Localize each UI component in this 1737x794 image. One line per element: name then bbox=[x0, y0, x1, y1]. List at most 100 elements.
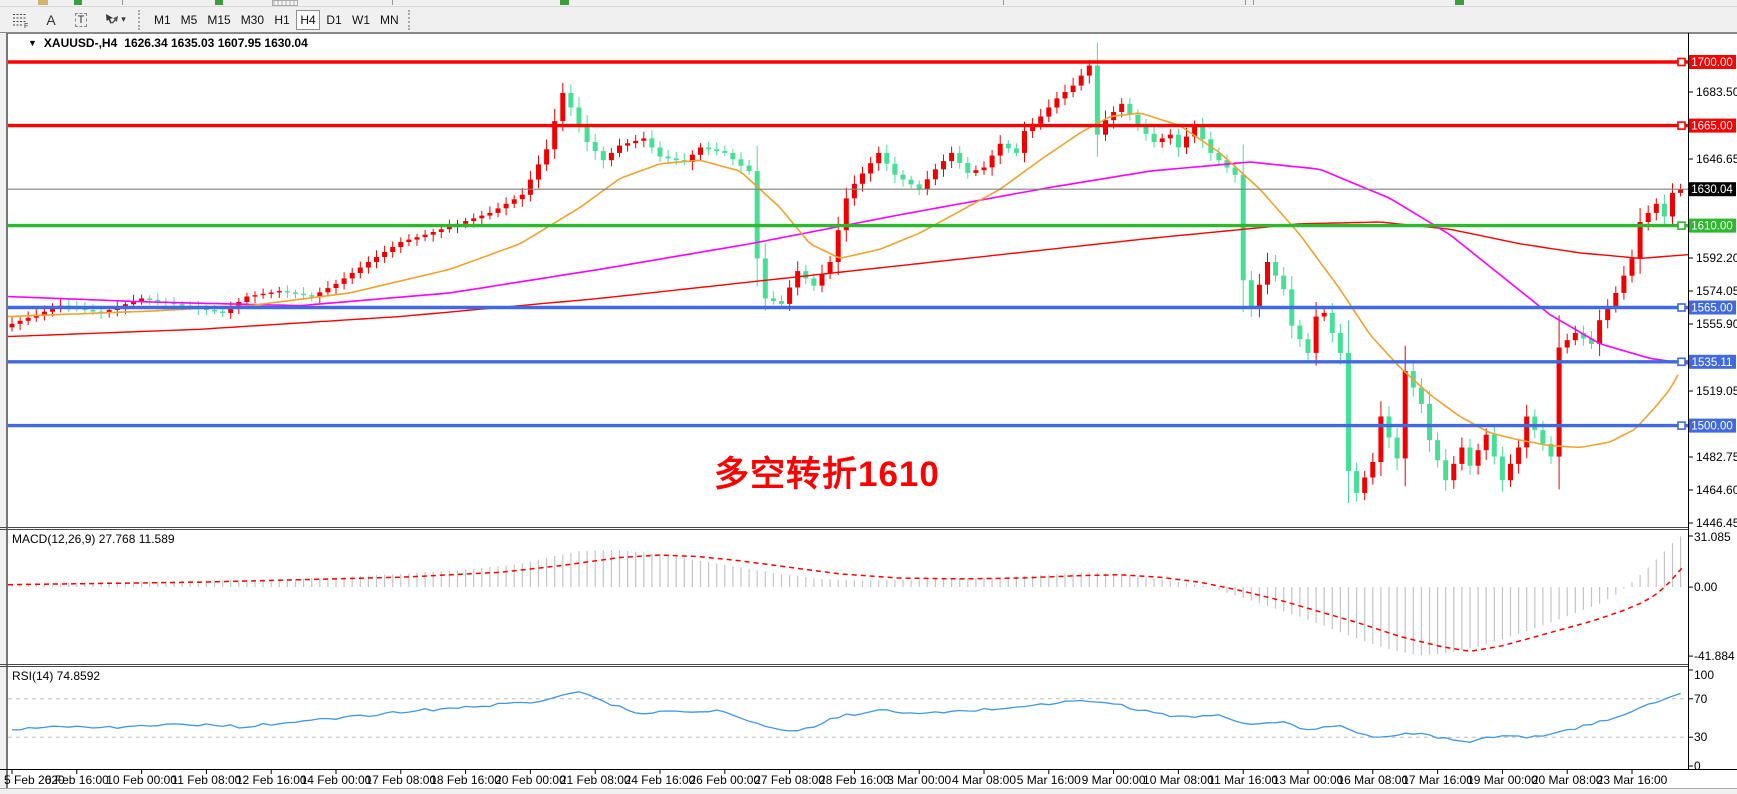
ma-fast-line bbox=[8, 112, 1679, 449]
macd-panel bbox=[8, 536, 1683, 656]
toolbar-separator bbox=[407, 9, 415, 30]
svg-text:1464.60: 1464.60 bbox=[1696, 483, 1737, 497]
svg-text:11 Feb 08:00: 11 Feb 08:00 bbox=[171, 773, 241, 787]
toolbar-fragment bbox=[1455, 0, 1464, 5]
svg-text:24 Feb 16:00: 24 Feb 16:00 bbox=[625, 773, 696, 787]
svg-text:1446.45: 1446.45 bbox=[1696, 516, 1737, 530]
svg-text:19 Mar 00:00: 19 Mar 00:00 bbox=[1467, 773, 1538, 787]
ohlc-values: 1626.34 1635.03 1607.95 1630.04 bbox=[124, 36, 308, 50]
toolbar-fragment bbox=[392, 0, 393, 5]
svg-text:3 Mar 00:00: 3 Mar 00:00 bbox=[887, 773, 951, 787]
svg-text:13 Mar 00:00: 13 Mar 00:00 bbox=[1273, 773, 1344, 787]
svg-text:F: F bbox=[24, 23, 28, 28]
svg-text:1592.20: 1592.20 bbox=[1696, 251, 1737, 265]
toolbar-fragment bbox=[1245, 0, 1246, 5]
symbol-period-label: XAUUSD-,H4 bbox=[43, 36, 118, 50]
timeframe-button-H1[interactable]: H1 bbox=[270, 10, 294, 30]
svg-text:5 Feb 2020: 5 Feb 2020 bbox=[4, 773, 65, 787]
svg-text:-41.884: -41.884 bbox=[1694, 649, 1735, 663]
svg-text:6 Feb 16:00: 6 Feb 16:00 bbox=[45, 773, 109, 787]
svg-text:26 Feb 00:00: 26 Feb 00:00 bbox=[689, 773, 760, 787]
svg-text:70: 70 bbox=[1694, 692, 1708, 706]
svg-text:1646.65: 1646.65 bbox=[1696, 152, 1737, 166]
toolbar-clipped-row bbox=[0, 0, 1737, 7]
svg-text:0: 0 bbox=[1694, 759, 1701, 773]
svg-text:1535.11: 1535.11 bbox=[1692, 357, 1733, 369]
indicator-axes: 31.085 0.00 -41.884 100 70 30 0 bbox=[1688, 530, 1735, 773]
timeframe-button-M30[interactable]: M30 bbox=[237, 10, 268, 30]
toolbar-separator bbox=[138, 9, 145, 30]
toolbar-fragment bbox=[38, 0, 48, 5]
svg-text:5 Mar 16:00: 5 Mar 16:00 bbox=[1017, 773, 1081, 787]
candles-group bbox=[9, 42, 1684, 504]
window-border-left bbox=[0, 33, 8, 788]
svg-text:10 Feb 00:00: 10 Feb 00:00 bbox=[106, 773, 177, 787]
text-label-icon: A bbox=[46, 11, 56, 28]
rsi-panel bbox=[8, 691, 1688, 743]
svg-text:1565.00: 1565.00 bbox=[1691, 303, 1733, 315]
svg-text:11 Mar 16:00: 11 Mar 16:00 bbox=[1208, 773, 1278, 787]
timeframe-button-MN[interactable]: MN bbox=[376, 10, 403, 30]
window-border bbox=[0, 32, 1737, 34]
svg-text:20 Mar 08:00: 20 Mar 08:00 bbox=[1532, 773, 1603, 787]
fibonacci-tool-button[interactable]: F bbox=[7, 8, 35, 31]
panel-borders bbox=[0, 33, 1737, 770]
text-tool-button[interactable]: T bbox=[67, 8, 95, 31]
timeframe-button-M15[interactable]: M15 bbox=[203, 10, 234, 30]
timeframe-button-D1[interactable]: D1 bbox=[322, 10, 346, 30]
timeframe-button-M1[interactable]: M1 bbox=[150, 10, 175, 30]
svg-text:9 Mar 00:00: 9 Mar 00:00 bbox=[1082, 773, 1146, 787]
ma-slow-line bbox=[8, 221, 1688, 338]
svg-text:1610.00: 1610.00 bbox=[1691, 221, 1733, 233]
svg-text:17 Mar 16:00: 17 Mar 16:00 bbox=[1402, 773, 1473, 787]
window-border-bottom bbox=[0, 788, 1737, 794]
chart-title-bar[interactable]: ▼ XAUUSD-,H4 1626.34 1635.03 1607.95 163… bbox=[28, 36, 308, 50]
price-axis[interactable]: 1683.50 1646.65 1592.20 1574.05 1555.90 1519.… bbox=[1688, 55, 1737, 530]
timeframe-button-H4[interactable]: H4 bbox=[296, 9, 321, 30]
toolbar-fragment bbox=[122, 0, 123, 5]
svg-text:18 Feb 16:00: 18 Feb 16:00 bbox=[430, 773, 501, 787]
chevron-down-icon: ▾ bbox=[121, 14, 126, 24]
timeframe-toolbar: M1 M5 M15 M30 H1 H4 D1 W1 MN bbox=[149, 7, 404, 32]
svg-text:31.085: 31.085 bbox=[1694, 530, 1731, 544]
svg-text:16 Mar 08:00: 16 Mar 08:00 bbox=[1337, 773, 1408, 787]
svg-text:17 Feb 08:00: 17 Feb 08:00 bbox=[365, 773, 436, 787]
svg-text:27 Feb 08:00: 27 Feb 08:00 bbox=[754, 773, 825, 787]
arrows-tool-button[interactable]: ▾ bbox=[97, 8, 133, 31]
svg-text:28 Feb 16:00: 28 Feb 16:00 bbox=[819, 773, 890, 787]
svg-text:0.00: 0.00 bbox=[1694, 580, 1718, 594]
text-tool-icon: T bbox=[74, 12, 88, 27]
svg-text:20 Feb 00:00: 20 Feb 00:00 bbox=[495, 773, 566, 787]
rsi-indicator-label: RSI(14) 74.8592 bbox=[12, 669, 101, 683]
toolbar-fragment bbox=[215, 0, 223, 5]
svg-text:21 Feb 08:00: 21 Feb 08:00 bbox=[560, 773, 631, 787]
svg-text:1519.05: 1519.05 bbox=[1696, 384, 1737, 398]
macd-indicator-label: MACD(12,26,9) 27.768 11.589 bbox=[12, 532, 175, 546]
svg-text:12 Feb 16:00: 12 Feb 16:00 bbox=[236, 773, 307, 787]
svg-text:23 Mar 16:00: 23 Mar 16:00 bbox=[1597, 773, 1668, 787]
timeframe-button-W1[interactable]: W1 bbox=[348, 10, 374, 30]
horizontal-levels[interactable] bbox=[8, 57, 1688, 430]
svg-text:1630.04: 1630.04 bbox=[1691, 184, 1733, 196]
svg-text:14 Feb 00:00: 14 Feb 00:00 bbox=[301, 773, 372, 787]
toolbar-fragment bbox=[74, 0, 82, 5]
svg-text:10 Mar 08:00: 10 Mar 08:00 bbox=[1143, 773, 1214, 787]
toolbar-fragment bbox=[1003, 0, 1004, 5]
svg-text:1555.90: 1555.90 bbox=[1696, 317, 1737, 331]
svg-text:1700.00: 1700.00 bbox=[1691, 57, 1733, 69]
toolbar-fragment bbox=[1253, 0, 1254, 5]
timeframe-button-M5[interactable]: M5 bbox=[177, 10, 202, 30]
svg-text:1683.50: 1683.50 bbox=[1696, 85, 1737, 99]
toolbar-fragment bbox=[272, 0, 298, 6]
svg-text:1482.75: 1482.75 bbox=[1696, 450, 1737, 464]
svg-text:100: 100 bbox=[1694, 668, 1714, 682]
chart-annotation: 多空转折1610 bbox=[714, 455, 940, 494]
ma-mid-line bbox=[8, 161, 1688, 365]
symbol-dropdown-icon[interactable]: ▼ bbox=[28, 38, 37, 48]
text-label-tool-button[interactable]: A bbox=[37, 8, 65, 31]
svg-text:1500.00: 1500.00 bbox=[1691, 421, 1733, 433]
svg-text:30: 30 bbox=[1694, 730, 1708, 744]
